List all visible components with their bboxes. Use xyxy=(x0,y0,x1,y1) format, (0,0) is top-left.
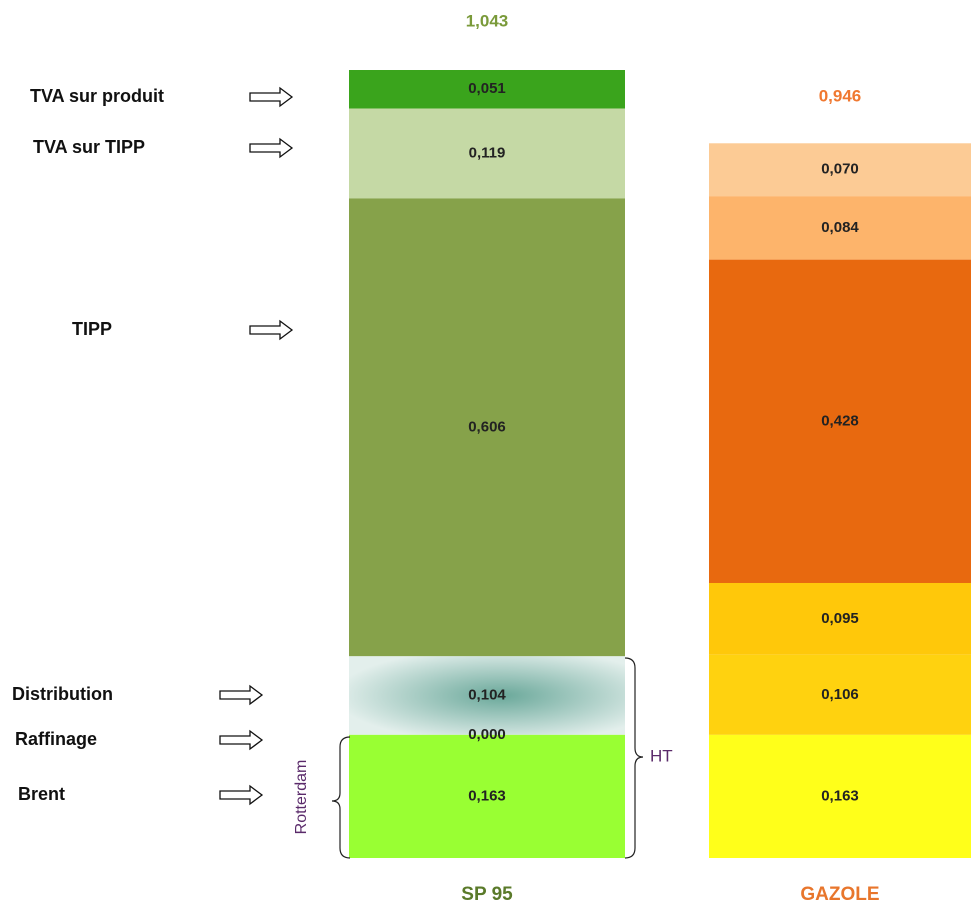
value-label: 0,104 xyxy=(468,687,506,704)
bar-segment xyxy=(349,734,625,858)
value-label: 0,606 xyxy=(468,418,506,435)
value-label: 0,084 xyxy=(821,219,859,236)
value-label: 0,095 xyxy=(821,610,859,627)
bar-segment xyxy=(709,654,971,735)
legend-arrow xyxy=(249,137,294,159)
legend-arrow xyxy=(219,684,264,706)
rotterdam-brace xyxy=(331,736,351,859)
legend-label: TVA sur produit xyxy=(30,86,164,106)
ht-label: HT xyxy=(650,746,673,765)
value-label: 0,163 xyxy=(468,787,506,804)
total-label: 0,946 xyxy=(819,86,862,105)
rotterdam-label: Rotterdam xyxy=(293,760,310,835)
legend-label: Brent xyxy=(18,784,65,804)
bar-segment xyxy=(349,70,625,109)
legend-arrow xyxy=(219,729,264,751)
value-label: 0,119 xyxy=(469,144,506,161)
legend-arrow xyxy=(219,784,264,806)
category-label: GAZOLE xyxy=(800,884,879,905)
legend-label: Distribution xyxy=(12,684,113,704)
bar-segment xyxy=(349,108,625,199)
bar-segment xyxy=(349,198,625,657)
bar-segment xyxy=(709,259,971,583)
legend-arrow xyxy=(249,319,294,341)
value-label: 0,106 xyxy=(821,686,859,703)
legend-label: TIPP xyxy=(72,319,112,339)
value-label: 0,000 xyxy=(468,726,506,743)
bar-segment xyxy=(709,734,971,858)
legend-label: Raffinage xyxy=(15,729,97,749)
value-label: 0,070 xyxy=(821,161,859,178)
legend-label: TVA sur TIPP xyxy=(33,137,145,157)
value-label: 0,051 xyxy=(468,80,506,97)
bar-segment xyxy=(709,143,971,197)
bar-segment xyxy=(709,582,971,655)
value-label: 0,163 xyxy=(821,787,859,804)
bar-segment xyxy=(709,196,971,260)
category-label: SP 95 xyxy=(461,884,513,905)
total-label: 1,043 xyxy=(466,11,509,30)
ht-brace xyxy=(624,657,644,859)
value-label: 0,428 xyxy=(821,412,859,429)
bar-segment xyxy=(349,656,625,735)
legend-arrow xyxy=(249,86,294,108)
